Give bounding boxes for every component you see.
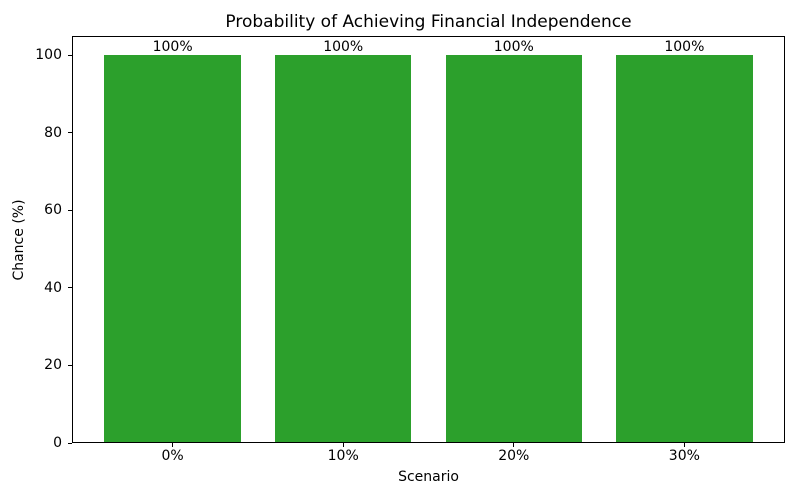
bar-value-label: 100%	[493, 39, 534, 56]
y-tick-label: 40	[44, 279, 62, 296]
x-tick-label: 10%	[327, 448, 359, 464]
bar	[104, 55, 241, 442]
y-tick-label: 20	[44, 357, 62, 374]
x-tick-mark	[683, 443, 685, 447]
y-tick-mark	[68, 54, 72, 56]
chart-title: Probability of Achieving Financial Indep…	[225, 12, 632, 32]
bar	[445, 55, 582, 442]
x-axis-title: Scenario	[398, 469, 459, 485]
x-tick-label: 30%	[668, 448, 700, 464]
bar-value-label: 100%	[323, 39, 364, 56]
y-tick-label: 80	[44, 124, 62, 141]
bar	[274, 55, 412, 442]
bar-value-label: 100%	[664, 39, 705, 56]
y-tick-mark	[68, 442, 72, 444]
x-tick-label: 0%	[161, 448, 184, 464]
y-tick-mark	[68, 132, 72, 134]
bar-value-label: 100%	[152, 39, 193, 56]
x-tick-mark	[172, 443, 174, 447]
plot-area	[72, 36, 785, 443]
y-tick-mark	[68, 209, 72, 211]
y-tick-label: 0	[53, 435, 62, 451]
bar	[616, 55, 753, 442]
x-tick-label: 20%	[498, 448, 530, 464]
y-tick-mark	[68, 287, 72, 289]
x-tick-mark	[513, 443, 515, 447]
y-tick-label: 60	[44, 202, 62, 219]
y-tick-label: 100	[35, 47, 62, 64]
y-tick-mark	[68, 364, 72, 366]
x-tick-mark	[342, 443, 344, 447]
